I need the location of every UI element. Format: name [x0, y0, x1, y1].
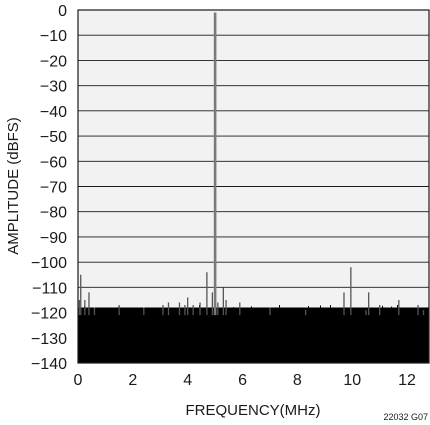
y-tick-label: −120 [31, 306, 67, 323]
y-tick-label: −30 [40, 79, 67, 96]
x-tick-label: 6 [238, 372, 247, 389]
x-tick-label: 4 [183, 372, 192, 389]
y-tick-label: −130 [31, 331, 67, 348]
x-tick-labels: 0 2 4 6 8 10 12 [74, 372, 417, 389]
x-tick-label: 10 [343, 372, 361, 389]
y-tick-label: −140 [31, 356, 67, 373]
y-tick-label: −10 [40, 28, 67, 45]
x-tick-label: 8 [293, 372, 302, 389]
y-tick-label: −40 [40, 104, 67, 121]
noise-floor [78, 305, 429, 363]
y-tick-label: −110 [32, 280, 67, 297]
y-tick-label: −80 [40, 205, 67, 222]
y-tick-label: −60 [40, 154, 67, 171]
y-tick-label: −20 [40, 53, 67, 70]
x-axis-title: FREQUENCY(MHz) [186, 402, 321, 419]
y-tick-label: 0 [58, 3, 67, 20]
plot-frame [77, 9, 430, 364]
y-tick-labels: 0 −10 −20 −30 −40 −50 −60 −70 −80 −90 −100 −110 −120… [31, 3, 67, 373]
y-axis-title: AMPLITUDE (dBFS) [5, 117, 22, 255]
gridlines [78, 34, 429, 339]
x-tick-label: 12 [398, 372, 416, 389]
x-tick-label: 0 [74, 372, 83, 389]
spectrum-spurs [78, 12, 425, 316]
y-tick-label: −90 [40, 230, 67, 247]
y-tick-label: −70 [40, 180, 67, 197]
figure-code-label: 22032 G07 [383, 412, 428, 422]
y-tick-label: −100 [31, 255, 67, 272]
y-tick-label: −50 [40, 129, 67, 146]
x-tick-label: 2 [128, 372, 137, 389]
